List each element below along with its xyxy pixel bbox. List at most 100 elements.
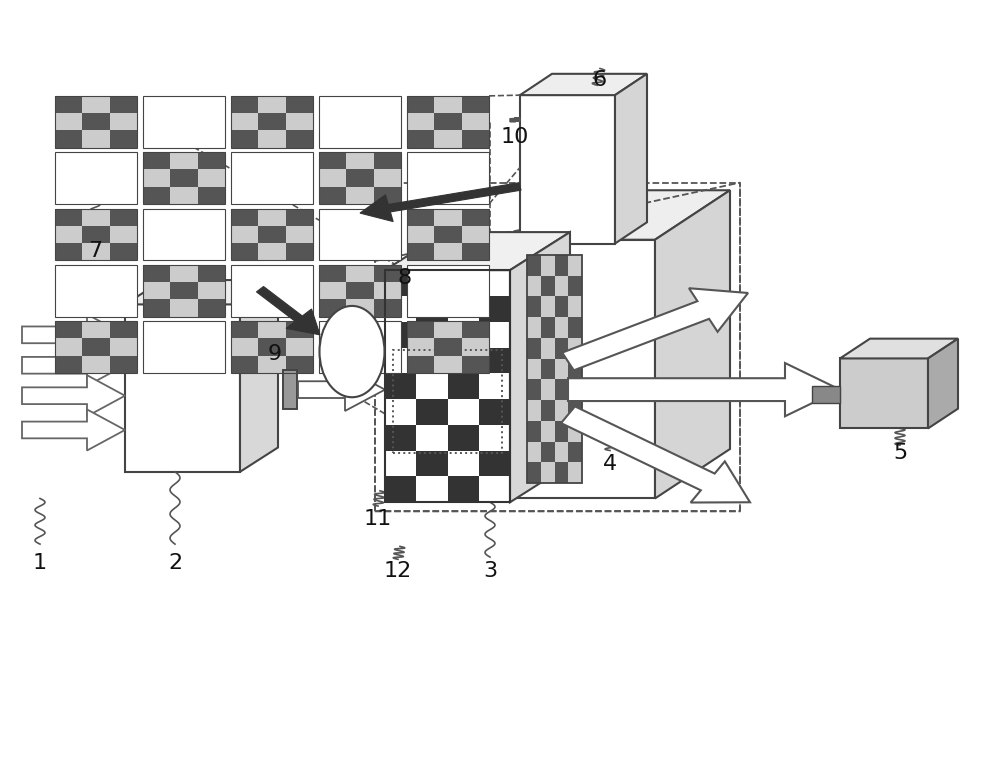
Polygon shape: [22, 314, 125, 355]
Text: 11: 11: [364, 509, 392, 529]
Bar: [568, 317, 582, 338]
Bar: [568, 358, 582, 380]
Bar: [55, 243, 82, 260]
Bar: [82, 113, 110, 130]
Bar: [143, 209, 225, 260]
Bar: [198, 186, 225, 204]
Bar: [286, 243, 313, 260]
Bar: [346, 299, 374, 317]
Bar: [407, 209, 489, 260]
Bar: [170, 282, 198, 299]
Bar: [231, 321, 258, 339]
Bar: [231, 209, 258, 226]
Bar: [143, 96, 225, 148]
Bar: [286, 339, 313, 355]
Bar: [416, 296, 448, 322]
Bar: [110, 130, 137, 148]
Bar: [286, 96, 313, 113]
Bar: [346, 186, 374, 204]
Bar: [231, 209, 313, 260]
Bar: [568, 255, 582, 275]
Polygon shape: [515, 190, 730, 240]
Bar: [55, 226, 82, 243]
Bar: [416, 451, 448, 476]
Bar: [82, 209, 110, 226]
Bar: [416, 425, 448, 451]
Polygon shape: [22, 409, 125, 451]
Bar: [110, 113, 137, 130]
Polygon shape: [568, 363, 840, 416]
Polygon shape: [840, 358, 928, 428]
Bar: [319, 282, 346, 299]
Bar: [55, 339, 82, 355]
Bar: [374, 265, 401, 282]
Bar: [416, 270, 448, 296]
Bar: [286, 355, 313, 373]
Bar: [110, 96, 137, 113]
Bar: [554, 338, 568, 358]
Bar: [416, 348, 448, 374]
Polygon shape: [298, 368, 385, 411]
Bar: [541, 400, 555, 421]
Bar: [479, 476, 510, 502]
Text: 1: 1: [33, 553, 47, 573]
Bar: [385, 374, 416, 399]
Bar: [434, 209, 462, 226]
Bar: [170, 170, 198, 186]
Bar: [258, 113, 286, 130]
Bar: [407, 321, 434, 339]
Bar: [385, 476, 416, 502]
Bar: [434, 226, 462, 243]
Bar: [541, 441, 555, 463]
Bar: [55, 321, 137, 373]
Bar: [462, 113, 489, 130]
Bar: [231, 265, 313, 317]
Polygon shape: [520, 74, 647, 95]
Bar: [385, 425, 416, 451]
Bar: [527, 255, 582, 483]
Bar: [82, 243, 110, 260]
Bar: [448, 374, 479, 399]
Bar: [286, 209, 313, 226]
Polygon shape: [256, 286, 320, 335]
Bar: [407, 96, 489, 148]
Bar: [416, 374, 448, 399]
Bar: [170, 152, 198, 170]
Bar: [385, 348, 416, 374]
Bar: [258, 130, 286, 148]
Bar: [55, 321, 82, 339]
Bar: [527, 317, 541, 338]
Bar: [82, 355, 110, 373]
Bar: [568, 400, 582, 421]
Bar: [82, 321, 110, 339]
Bar: [55, 113, 82, 130]
Bar: [462, 96, 489, 113]
Polygon shape: [520, 95, 615, 244]
Bar: [385, 296, 416, 322]
Polygon shape: [615, 74, 647, 244]
Bar: [231, 152, 313, 204]
Bar: [568, 441, 582, 463]
Polygon shape: [22, 375, 125, 416]
Bar: [258, 209, 286, 226]
Bar: [434, 96, 462, 113]
Bar: [55, 152, 137, 204]
Bar: [527, 358, 541, 380]
Bar: [283, 370, 297, 409]
Bar: [479, 374, 510, 399]
Bar: [434, 339, 462, 355]
Bar: [55, 209, 137, 260]
Bar: [55, 355, 82, 373]
Bar: [462, 355, 489, 373]
Bar: [198, 152, 225, 170]
Polygon shape: [840, 339, 958, 358]
Bar: [554, 358, 568, 380]
Text: 6: 6: [593, 70, 607, 90]
Bar: [554, 463, 568, 483]
Bar: [82, 226, 110, 243]
Bar: [55, 96, 137, 148]
Bar: [258, 355, 286, 373]
Bar: [568, 421, 582, 441]
Bar: [258, 226, 286, 243]
Bar: [407, 130, 434, 148]
